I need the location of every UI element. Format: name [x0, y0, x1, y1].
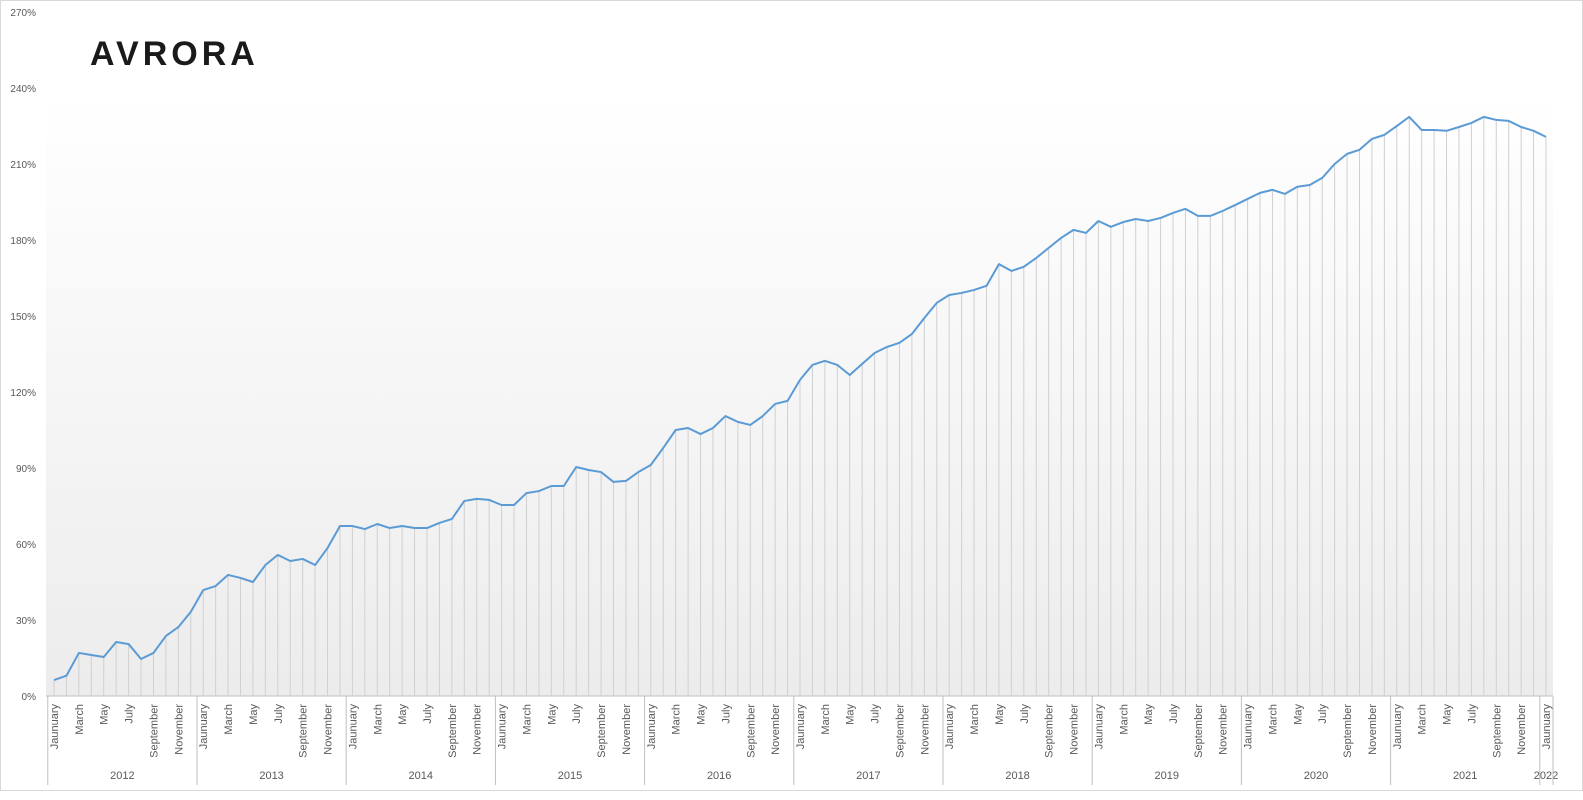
x-tick-label: Jaunuary	[795, 704, 807, 750]
x-tick-label: May	[248, 704, 260, 725]
x-tick-label: July	[720, 704, 732, 724]
x-tick-label: Jaunuary	[1093, 704, 1105, 750]
x-tick-label: September	[298, 704, 310, 758]
x-tick-label: Jaunuary	[497, 704, 509, 750]
year-label: 2014	[409, 770, 433, 782]
x-tick-label: March	[372, 704, 384, 735]
x-tick-label: March	[1267, 704, 1279, 735]
x-tick-label: November	[173, 704, 185, 755]
x-tick-label: July	[1466, 704, 1478, 724]
x-tick-label: July	[422, 704, 434, 724]
series-line	[53, 115, 1547, 681]
x-tick-label: September	[148, 704, 160, 758]
year-label: 2015	[558, 770, 582, 782]
x-tick-label: Jaunuary	[944, 704, 956, 750]
year-label: 2022	[1534, 770, 1558, 782]
x-tick-label: May	[994, 704, 1006, 725]
x-tick-label: November	[621, 704, 633, 755]
y-tick-label: 150%	[10, 312, 36, 323]
x-tick-label: November	[1367, 704, 1379, 755]
x-tick-label: September	[447, 704, 459, 758]
x-tick-label: July	[1317, 704, 1329, 724]
x-tick-label: Jaunuary	[347, 704, 359, 750]
x-tick-label: September	[1044, 704, 1056, 758]
x-tick-label: November	[1218, 704, 1230, 755]
x-tick-label: May	[1143, 704, 1155, 725]
x-tick-label: November	[1516, 704, 1528, 755]
x-tick-label: May	[696, 704, 708, 725]
x-tick-label: March	[223, 704, 235, 735]
x-tick-label: November	[323, 704, 335, 755]
year-label: 2018	[1005, 770, 1029, 782]
x-tick-label: November	[1069, 704, 1081, 755]
x-tick-label: July	[124, 704, 136, 724]
x-tick-label: September	[1193, 704, 1205, 758]
year-label: 2017	[856, 770, 880, 782]
x-tick-label: March	[74, 704, 86, 735]
x-tick-label: May	[397, 704, 409, 725]
year-label: 2021	[1453, 770, 1477, 782]
x-tick-label: July	[1168, 704, 1180, 724]
y-tick-label: 240%	[10, 84, 36, 95]
x-tick-label: November	[472, 704, 484, 755]
x-tick-label: Jaunuary	[1243, 704, 1255, 750]
y-tick-label: 270%	[10, 8, 36, 19]
x-tick-label: September	[745, 704, 757, 758]
y-tick-label: 90%	[16, 464, 36, 475]
x-tick-label: July	[870, 704, 882, 724]
x-tick-label: March	[1118, 704, 1130, 735]
x-tick-label: March	[1417, 704, 1429, 735]
x-tick-label: September	[1491, 704, 1503, 758]
x-tick-label: Jaunuary	[198, 704, 210, 750]
x-tick-label: May	[546, 704, 558, 725]
x-tick-label: Jaunuary	[646, 704, 658, 750]
x-tick-label: May	[1292, 704, 1304, 725]
year-label: 2020	[1304, 770, 1328, 782]
x-tick-label: May	[845, 704, 857, 725]
x-tick-label: March	[969, 704, 981, 735]
y-tick-label: 30%	[16, 616, 36, 627]
x-tick-label: July	[1019, 704, 1031, 724]
y-tick-label: 180%	[10, 236, 36, 247]
logo: AVRORA	[90, 35, 259, 73]
x-tick-label: July	[571, 704, 583, 724]
year-label: 2012	[110, 770, 134, 782]
year-label: 2016	[707, 770, 731, 782]
y-tick-label: 120%	[10, 388, 36, 399]
y-tick-label: 60%	[16, 540, 36, 551]
x-tick-label: Jaunuary	[49, 704, 61, 750]
x-tick-label: September	[1342, 704, 1354, 758]
x-tick-label: March	[820, 704, 832, 735]
x-tick-label: July	[273, 704, 285, 724]
x-tick-label: March	[521, 704, 533, 735]
x-tick-label: May	[99, 704, 111, 725]
x-tick-label: September	[596, 704, 608, 758]
year-label: 2019	[1155, 770, 1179, 782]
y-tick-label: 0%	[22, 692, 37, 703]
x-tick-label: November	[770, 704, 782, 755]
year-label: 2013	[259, 770, 283, 782]
x-tick-label: September	[894, 704, 906, 758]
x-tick-label: Jaunuary	[1541, 704, 1553, 750]
x-tick-label: Jaunuary	[1392, 704, 1404, 750]
x-tick-label: November	[919, 704, 931, 755]
y-tick-label: 210%	[10, 160, 36, 171]
x-tick-label: May	[1442, 704, 1454, 725]
x-tick-label: March	[671, 704, 683, 735]
